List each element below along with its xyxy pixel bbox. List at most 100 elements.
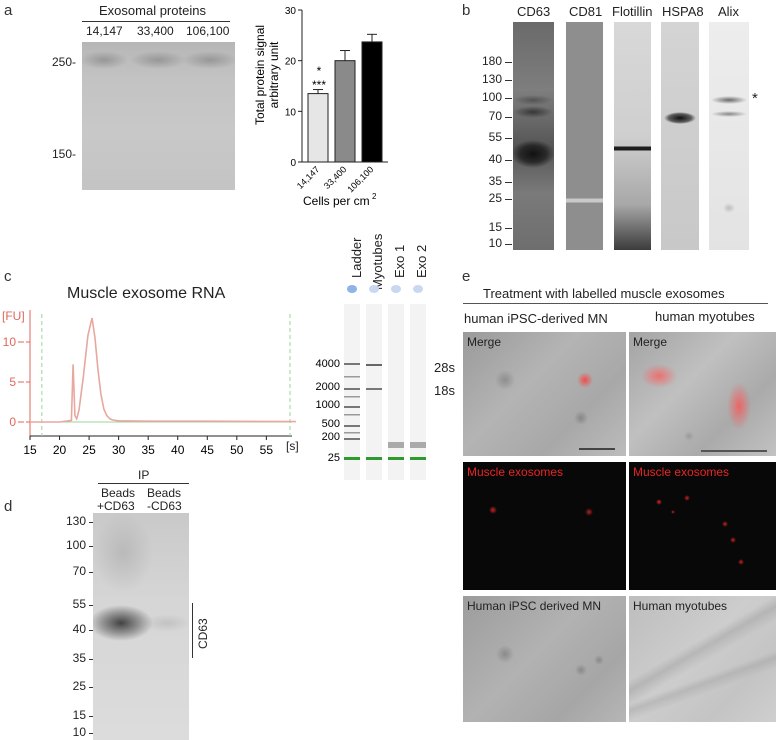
epg-xtick-label-2: 25 xyxy=(82,443,96,457)
panel-b-mw-130: 130 xyxy=(481,72,502,86)
bar-sig-2: *** xyxy=(312,78,326,92)
rna-well-2 xyxy=(391,285,401,293)
panel-d-mw-tick xyxy=(89,572,95,573)
panel-b-lane-cd63: CD63 xyxy=(517,4,551,19)
micro-exosomes-mn: Muscle exosomes xyxy=(463,462,626,590)
epg-ytick-label-0: 0 xyxy=(9,415,16,429)
panel-d-mw-15: 15 xyxy=(72,708,86,722)
blot-cd63 xyxy=(513,22,554,250)
bar-xlabel: Cells per cm xyxy=(303,194,370,208)
xunit-label: [s] xyxy=(286,439,299,453)
panel-b-mw-100: 100 xyxy=(481,90,502,104)
label: Merge xyxy=(467,335,502,349)
rna-green-marker-3 xyxy=(410,457,426,460)
bar-category-label-2: 106,100 xyxy=(345,164,375,194)
panel-d-lane2-line1: Beads xyxy=(147,486,182,500)
rna-marker-label-2: 1000 xyxy=(316,399,340,411)
panel-d-cd63-bracket xyxy=(192,603,193,658)
panel-b-mw-tick xyxy=(505,199,512,200)
rna-well-3 xyxy=(413,285,423,293)
panel-a-lane-3: 106,100 xyxy=(186,24,230,38)
panel-d-cd63-label: CD63 xyxy=(196,618,210,649)
fu-label: [FU] xyxy=(2,309,25,323)
panel-b-mw-40: 40 xyxy=(488,152,502,166)
rna-ladder-band-1 xyxy=(344,388,360,390)
panel-b-letter: b xyxy=(462,2,471,19)
gel-lane-label-ladder: Ladder xyxy=(349,237,364,278)
panel-b-lane-flotillin: Flotillin xyxy=(612,4,653,19)
bar-sig-1: * xyxy=(317,64,322,78)
panel-b-lane-alix: Alix xyxy=(718,4,739,19)
gel-lane-label-exo1: Exo 1 xyxy=(392,244,407,278)
rna-marker-label-5: 25 xyxy=(328,452,340,464)
epg-xtick-label-4: 35 xyxy=(142,443,156,457)
panel-d-mw-tick xyxy=(89,687,95,688)
panel-e-col2: human myotubes xyxy=(655,309,755,324)
bar-ylabel-2: arbitrary unit xyxy=(267,41,281,108)
bar-1 xyxy=(334,60,356,163)
scale-bar xyxy=(579,448,615,450)
micro-brightfield-mn: Human iPSC derived MN xyxy=(463,596,626,722)
bar-ytick-label-3: 30 xyxy=(285,6,297,17)
panel-c-letter: c xyxy=(4,268,12,285)
rna-marker-label-1: 2000 xyxy=(316,381,340,393)
panel-b-mw-70: 70 xyxy=(488,109,502,123)
panel-d-ip-label: IP xyxy=(138,468,150,482)
epg-ytick-label-1: 5 xyxy=(9,375,16,389)
rna-exo2-smear xyxy=(410,442,426,448)
bar-0 xyxy=(307,93,329,163)
rna-myotube-18s xyxy=(366,388,382,390)
epg-xtick-label-7: 50 xyxy=(230,443,244,457)
rna-lane-3 xyxy=(410,304,426,480)
panel-b-asterisk: * xyxy=(752,90,758,107)
panel-d-mw-tick xyxy=(89,522,95,523)
panel-d-mw-tick xyxy=(89,659,95,660)
panel-d-mw-tick xyxy=(89,546,95,547)
gel-lane-label-exo2: Exo 2 xyxy=(414,244,429,278)
panel-d-mw-40: 40 xyxy=(72,622,86,636)
micro-merge-myotubes: Merge xyxy=(629,332,776,456)
rna-ladder-band-0 xyxy=(344,363,360,365)
epg-xtick-label-8: 55 xyxy=(260,443,274,457)
panel-b-lane-cd81: CD81 xyxy=(569,4,603,19)
panel-c-electropherogram: [FU] [s] 0 5 10 15 20 25 30 35 40 45 50 55 xyxy=(2,309,299,457)
panel-d-mw-25: 25 xyxy=(72,679,86,693)
label: Human iPSC derived MN xyxy=(467,599,602,613)
panel-b-mw-tick xyxy=(505,138,512,139)
micro-merge-mn: Merge xyxy=(463,332,626,456)
rna-lane-1 xyxy=(366,304,382,480)
panel-b-mw-15: 15 xyxy=(488,220,502,234)
gel-lane-label-myotubes: Myotubes xyxy=(370,233,385,290)
panel-b-mw-tick xyxy=(505,160,512,161)
panel-d-mw-tick xyxy=(89,733,95,734)
bar-ytick-label-2: 20 xyxy=(285,57,297,68)
panel-b-lane-hspa8: HSPA8 xyxy=(662,4,704,19)
panel-d-mw-tick xyxy=(89,716,95,717)
blot-hspa8 xyxy=(661,22,699,250)
panel-d-mw-130: 130 xyxy=(65,514,86,528)
blot-cd81 xyxy=(566,22,603,250)
rna-lane-0 xyxy=(344,304,360,480)
bar-xlabel-sup: 2 xyxy=(372,192,377,201)
panel-b-mw-tick xyxy=(505,244,512,245)
panel-d-mw-55: 55 xyxy=(72,597,86,611)
panel-e-col1: human iPSC-derived MN xyxy=(464,311,608,326)
panel-b-mw-35: 35 xyxy=(488,174,502,188)
epg-xtick-label-6: 45 xyxy=(201,443,215,457)
rna-well-0 xyxy=(347,285,357,293)
label: Merge xyxy=(633,335,668,349)
rna-green-marker-0 xyxy=(344,457,360,460)
panel-d-lane1-line1: Beads xyxy=(101,486,136,500)
label: Muscle exosomes xyxy=(467,465,564,479)
blot-flotillin xyxy=(614,22,651,250)
rna-green-marker-2 xyxy=(388,457,404,460)
rna-ladder-band-4 xyxy=(344,438,360,440)
bar-2 xyxy=(361,41,383,163)
panel-b-mw-tick xyxy=(505,228,512,229)
rna-well-1 xyxy=(369,285,379,293)
bar-ytick-label-1: 10 xyxy=(285,107,297,118)
panel-d-mw-tick xyxy=(89,630,95,631)
panel-e-letter: e xyxy=(462,268,471,285)
